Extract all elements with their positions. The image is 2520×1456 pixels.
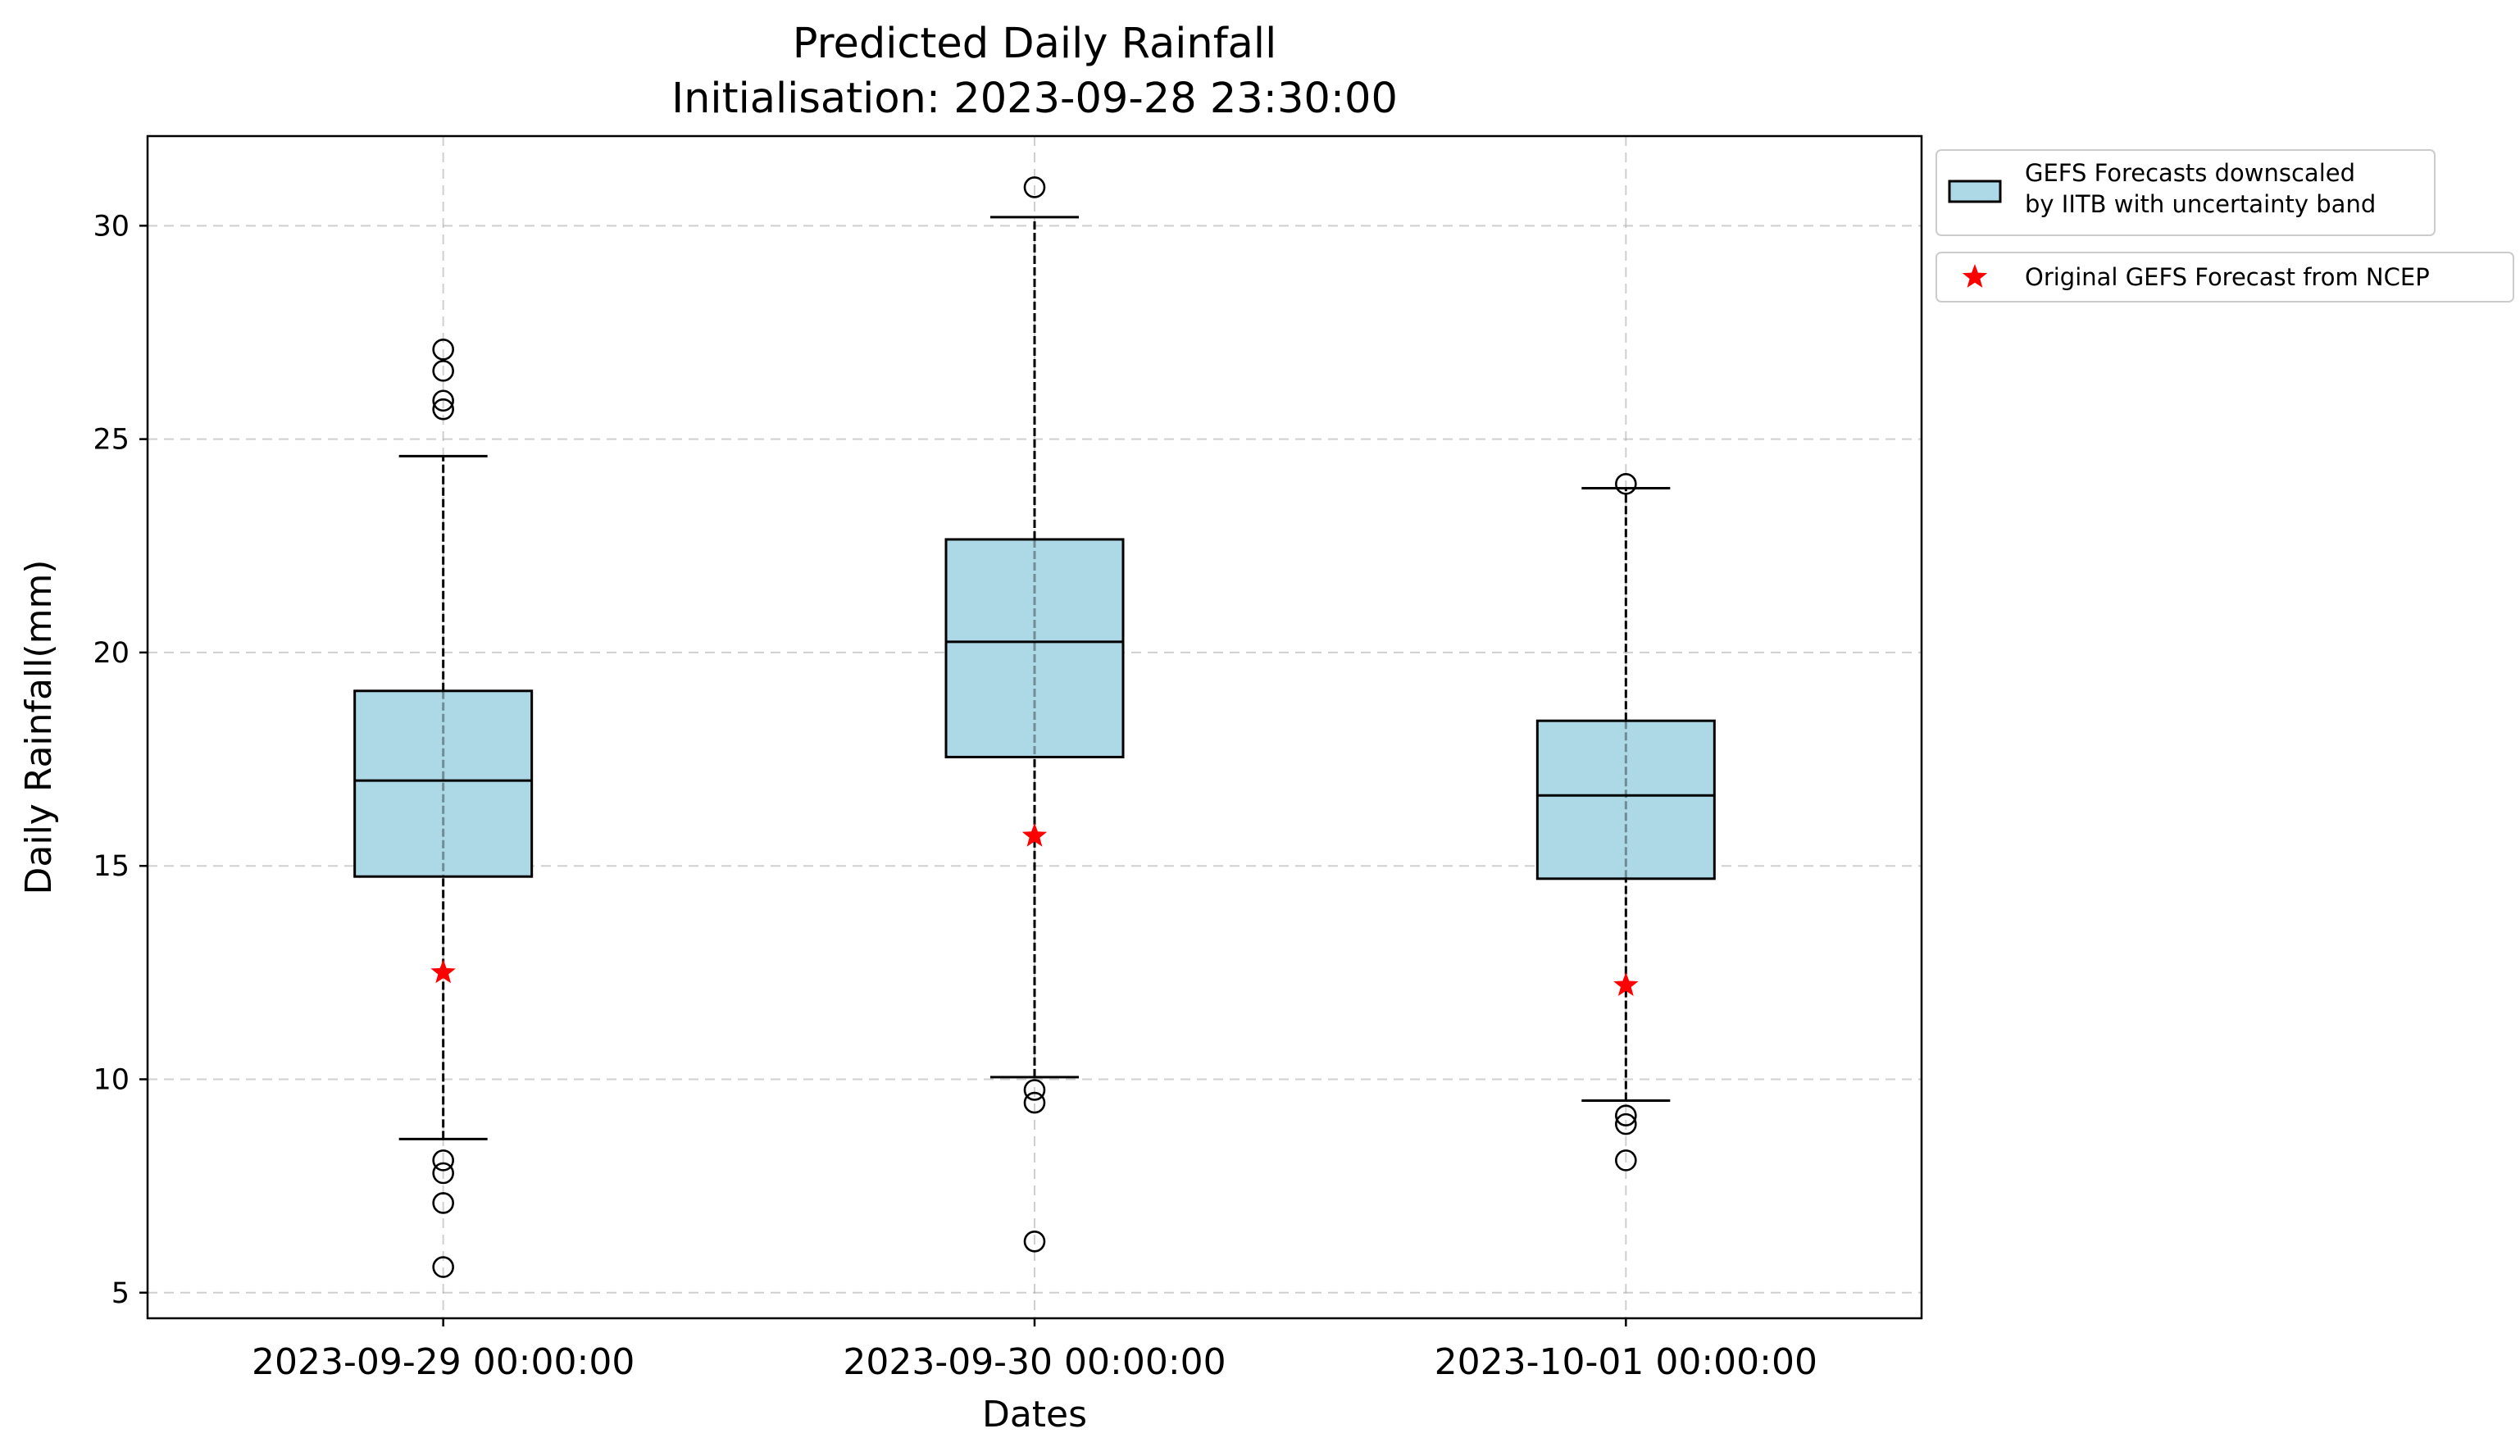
outlier-point xyxy=(1023,176,1046,198)
legend-star-label: Original GEFS Forecast from NCEP xyxy=(2025,263,2430,291)
y-axis-ticks: 5 10 15 20 25 30 xyxy=(93,210,148,1310)
outlier-point xyxy=(1023,1079,1046,1101)
outlier-point xyxy=(432,1149,454,1172)
outlier-point xyxy=(432,1256,454,1278)
outlier-point xyxy=(1615,1149,1637,1172)
iqr-box xyxy=(1535,719,1716,880)
outlier-point xyxy=(432,398,454,421)
y-tick-label: 5 xyxy=(111,1277,130,1310)
legend-box-frame xyxy=(1935,149,2436,236)
outlier-point xyxy=(1615,472,1637,495)
outlier-point xyxy=(1023,1091,1046,1114)
x-tick-label: 2023-09-29 00:00:00 xyxy=(252,1341,635,1383)
y-axis-label: Daily Rainfall(mm) xyxy=(18,560,60,895)
y-tick-label: 10 xyxy=(93,1063,130,1096)
y-tick-label: 15 xyxy=(93,850,130,883)
x-axis-label: Dates xyxy=(982,1394,1087,1436)
legend-box-swatch xyxy=(1948,180,2002,203)
legend-box-label-line2: by IITB with uncertainty band xyxy=(2025,190,2376,218)
ncep-forecast-star xyxy=(1021,822,1048,847)
outlier-point xyxy=(432,1192,454,1214)
outlier-point xyxy=(1615,1112,1637,1135)
y-tick-label: 20 xyxy=(93,637,130,670)
chart-title: Predicted Daily Rainfall xyxy=(793,20,1276,68)
iqr-box xyxy=(944,538,1125,758)
outlier-point xyxy=(1023,1230,1046,1253)
y-tick-label: 30 xyxy=(93,210,130,243)
legend-star-marker xyxy=(1962,264,1988,288)
outlier-point xyxy=(432,389,454,412)
x-axis-ticks: 2023-09-29 00:00:00 2023-09-30 00:00:00 20… xyxy=(252,1318,1817,1383)
ncep-forecast-star xyxy=(1613,971,1639,996)
legend-star-frame xyxy=(1935,252,2514,303)
x-tick-label: 2023-09-30 00:00:00 xyxy=(843,1341,1226,1383)
boxplot-group xyxy=(944,176,1125,1253)
legend: GEFS Forecasts downscaled by IITB with u… xyxy=(1935,149,2514,303)
legend-star-shape xyxy=(1962,264,1988,288)
x-tick-label: 2023-10-01 00:00:00 xyxy=(1435,1341,1817,1383)
outlier-point xyxy=(432,338,454,361)
y-tick-label: 25 xyxy=(93,424,130,457)
outlier-point xyxy=(432,360,454,382)
boxplot-group xyxy=(1535,472,1716,1172)
plot-area xyxy=(353,176,1716,1278)
chart-subtitle: Initialisation: 2023-09-28 23:30:00 xyxy=(671,75,1398,123)
ncep-forecast-star xyxy=(430,959,456,984)
outlier-point xyxy=(1615,1104,1637,1127)
legend-box-label-line1: GEFS Forecasts downscaled xyxy=(2025,159,2355,187)
outlier-point xyxy=(432,1162,454,1185)
boxplot-group xyxy=(353,338,534,1278)
iqr-box xyxy=(353,689,534,878)
